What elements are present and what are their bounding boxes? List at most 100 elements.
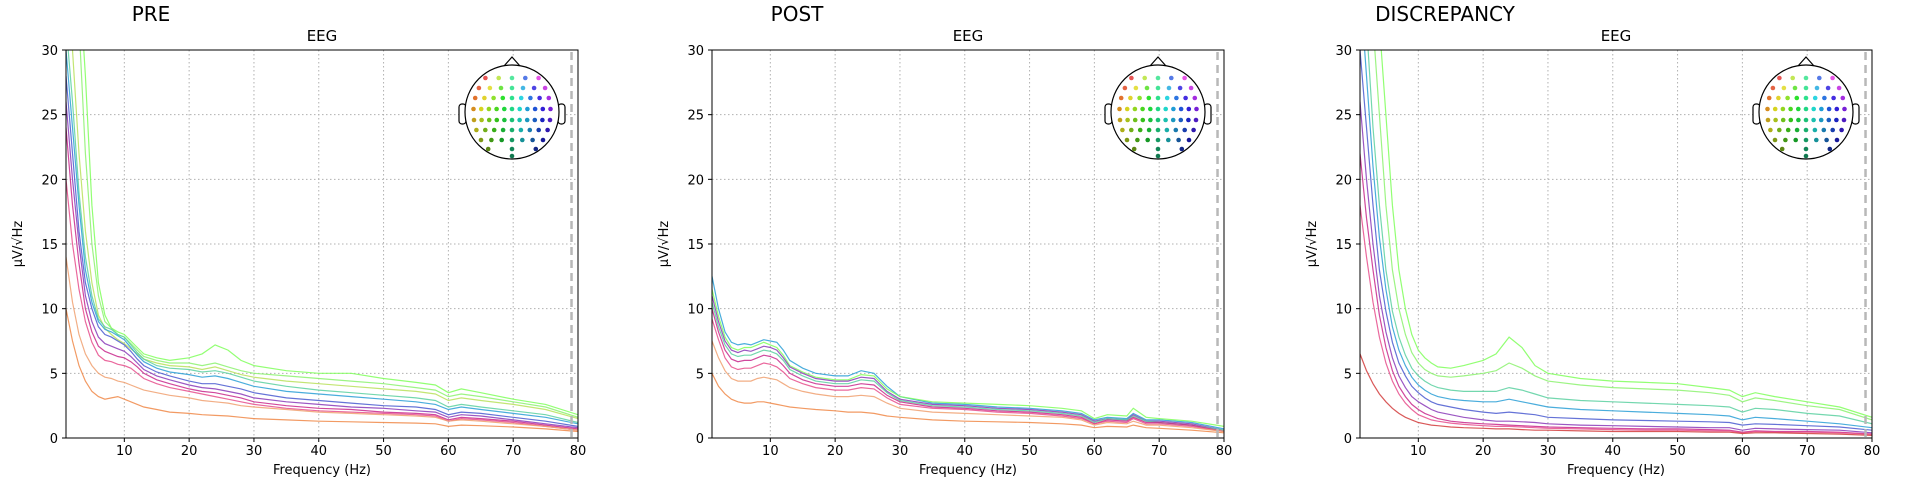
- x-tick-label: 40: [1604, 444, 1621, 459]
- sensor-dot: [1822, 95, 1827, 101]
- sensor-dot: [1163, 117, 1168, 123]
- sensor-dot: [1777, 127, 1782, 133]
- series-line: [1360, 153, 1872, 435]
- sensor-dot: [1783, 137, 1788, 143]
- y-tick-label: 20: [687, 173, 704, 188]
- series-group: [1360, 50, 1872, 436]
- sensor-dot: [518, 127, 524, 133]
- y-tick-label: 15: [1335, 238, 1352, 253]
- sensor-dot: [1178, 106, 1184, 112]
- sensor-dot: [1780, 117, 1786, 123]
- sensor-dot: [1824, 137, 1829, 143]
- sensor-dot: [1144, 85, 1150, 91]
- sensor-dot: [476, 85, 482, 91]
- sensor-dot: [1772, 106, 1778, 112]
- panel-discrepancy: 10 20 30 40 50 60 70 80 0 5 10 15 20 25 30 DISCREPANCY E…: [1305, 2, 1881, 478]
- sensor-dot: [1766, 95, 1772, 101]
- sensor-dot: [1812, 95, 1818, 101]
- sensor-dot: [548, 106, 553, 112]
- x-tick-label: 10: [762, 444, 779, 459]
- sensor-dot: [1124, 106, 1130, 112]
- sensor-dot: [532, 106, 538, 112]
- sensor-dot: [1834, 117, 1839, 123]
- series-group: [66, 50, 578, 433]
- sensor-dot: [499, 137, 505, 143]
- sensor-dot: [1834, 137, 1840, 143]
- sensor-dot: [509, 75, 515, 81]
- y-tick-label: 15: [41, 238, 58, 253]
- head-nose: [1149, 56, 1167, 67]
- sensor-dot: [1128, 95, 1133, 101]
- sensor-dot: [494, 117, 500, 123]
- sensor-dot: [1793, 137, 1798, 143]
- sensor-dot: [1140, 117, 1146, 123]
- sensor-dot: [1142, 75, 1147, 81]
- y-tick-label: 30: [1335, 44, 1352, 59]
- sensor-dot: [1194, 106, 1199, 112]
- sensor-dot: [1122, 85, 1128, 91]
- sensor-dot: [1155, 127, 1161, 133]
- sensor-dot: [1182, 127, 1187, 133]
- sensor-dot: [1174, 95, 1179, 101]
- sensor-dot: [1155, 85, 1161, 91]
- sensor-dot: [1148, 106, 1153, 112]
- y-tick-label: 25: [687, 109, 704, 124]
- x-tick-label: 20: [1475, 444, 1492, 459]
- sensor-dot: [472, 95, 478, 101]
- x-tick-label: 50: [1669, 444, 1686, 459]
- sensor-dot: [537, 95, 542, 101]
- sensor-dot: [1779, 146, 1785, 152]
- sensor-dot: [532, 117, 538, 123]
- series-line: [71, 50, 578, 420]
- sensor-dot: [1137, 95, 1142, 101]
- x-tick-label: 20: [827, 444, 844, 459]
- sensor-dot: [1137, 127, 1143, 133]
- sensor-headmap: [1104, 56, 1212, 160]
- sensor-dot: [1117, 106, 1122, 112]
- sensor-dot: [1179, 146, 1185, 152]
- series-line: [79, 50, 578, 418]
- y-tick-label: 25: [1335, 109, 1352, 124]
- sensor-dot: [1803, 117, 1809, 123]
- sensor-dot: [1155, 137, 1161, 143]
- x-tick-label: 30: [1540, 444, 1557, 459]
- sensor-dot: [1155, 146, 1161, 152]
- sensor-dot: [525, 106, 530, 112]
- panel-heading: PRE: [132, 2, 171, 26]
- sensor-dot: [1768, 127, 1773, 133]
- sensor-dot: [1177, 85, 1183, 91]
- sensor-dot: [485, 146, 491, 152]
- sensor-dot: [1818, 117, 1824, 123]
- series-line: [66, 127, 578, 430]
- sensor-dot: [1772, 137, 1778, 143]
- series-line: [66, 50, 578, 425]
- sensor-dot: [1164, 127, 1170, 133]
- x-axis-label: Frequency (Hz): [919, 463, 1017, 478]
- sensor-dot: [1826, 106, 1832, 112]
- sensor-dot: [1803, 75, 1809, 81]
- sensor-dot: [1830, 75, 1835, 81]
- sensor-dot: [1193, 117, 1199, 123]
- sensor-dot: [1827, 146, 1833, 152]
- y-tick-label: 5: [50, 367, 58, 382]
- y-axis-label: µV/√Hz: [657, 221, 672, 268]
- y-tick-label: 30: [41, 44, 58, 59]
- x-tick-label: 80: [1864, 444, 1881, 459]
- sensor-dot: [1785, 95, 1790, 101]
- sensor-dot: [1166, 137, 1171, 143]
- series-line: [1380, 50, 1872, 418]
- head-nose: [1797, 56, 1815, 67]
- sensor-dot: [1183, 95, 1188, 101]
- sensor-dot: [491, 127, 497, 133]
- sensor-dot: [1812, 127, 1818, 133]
- series-line: [66, 101, 578, 429]
- sensor-dot: [1773, 117, 1778, 123]
- sensor-dot: [1831, 95, 1836, 101]
- series-line: [66, 308, 578, 433]
- sensor-dot: [1120, 127, 1125, 133]
- sensor-dot: [540, 106, 546, 112]
- sensor-dot: [1186, 117, 1191, 123]
- series-line: [1364, 50, 1872, 429]
- x-tick-label: 10: [1410, 444, 1427, 459]
